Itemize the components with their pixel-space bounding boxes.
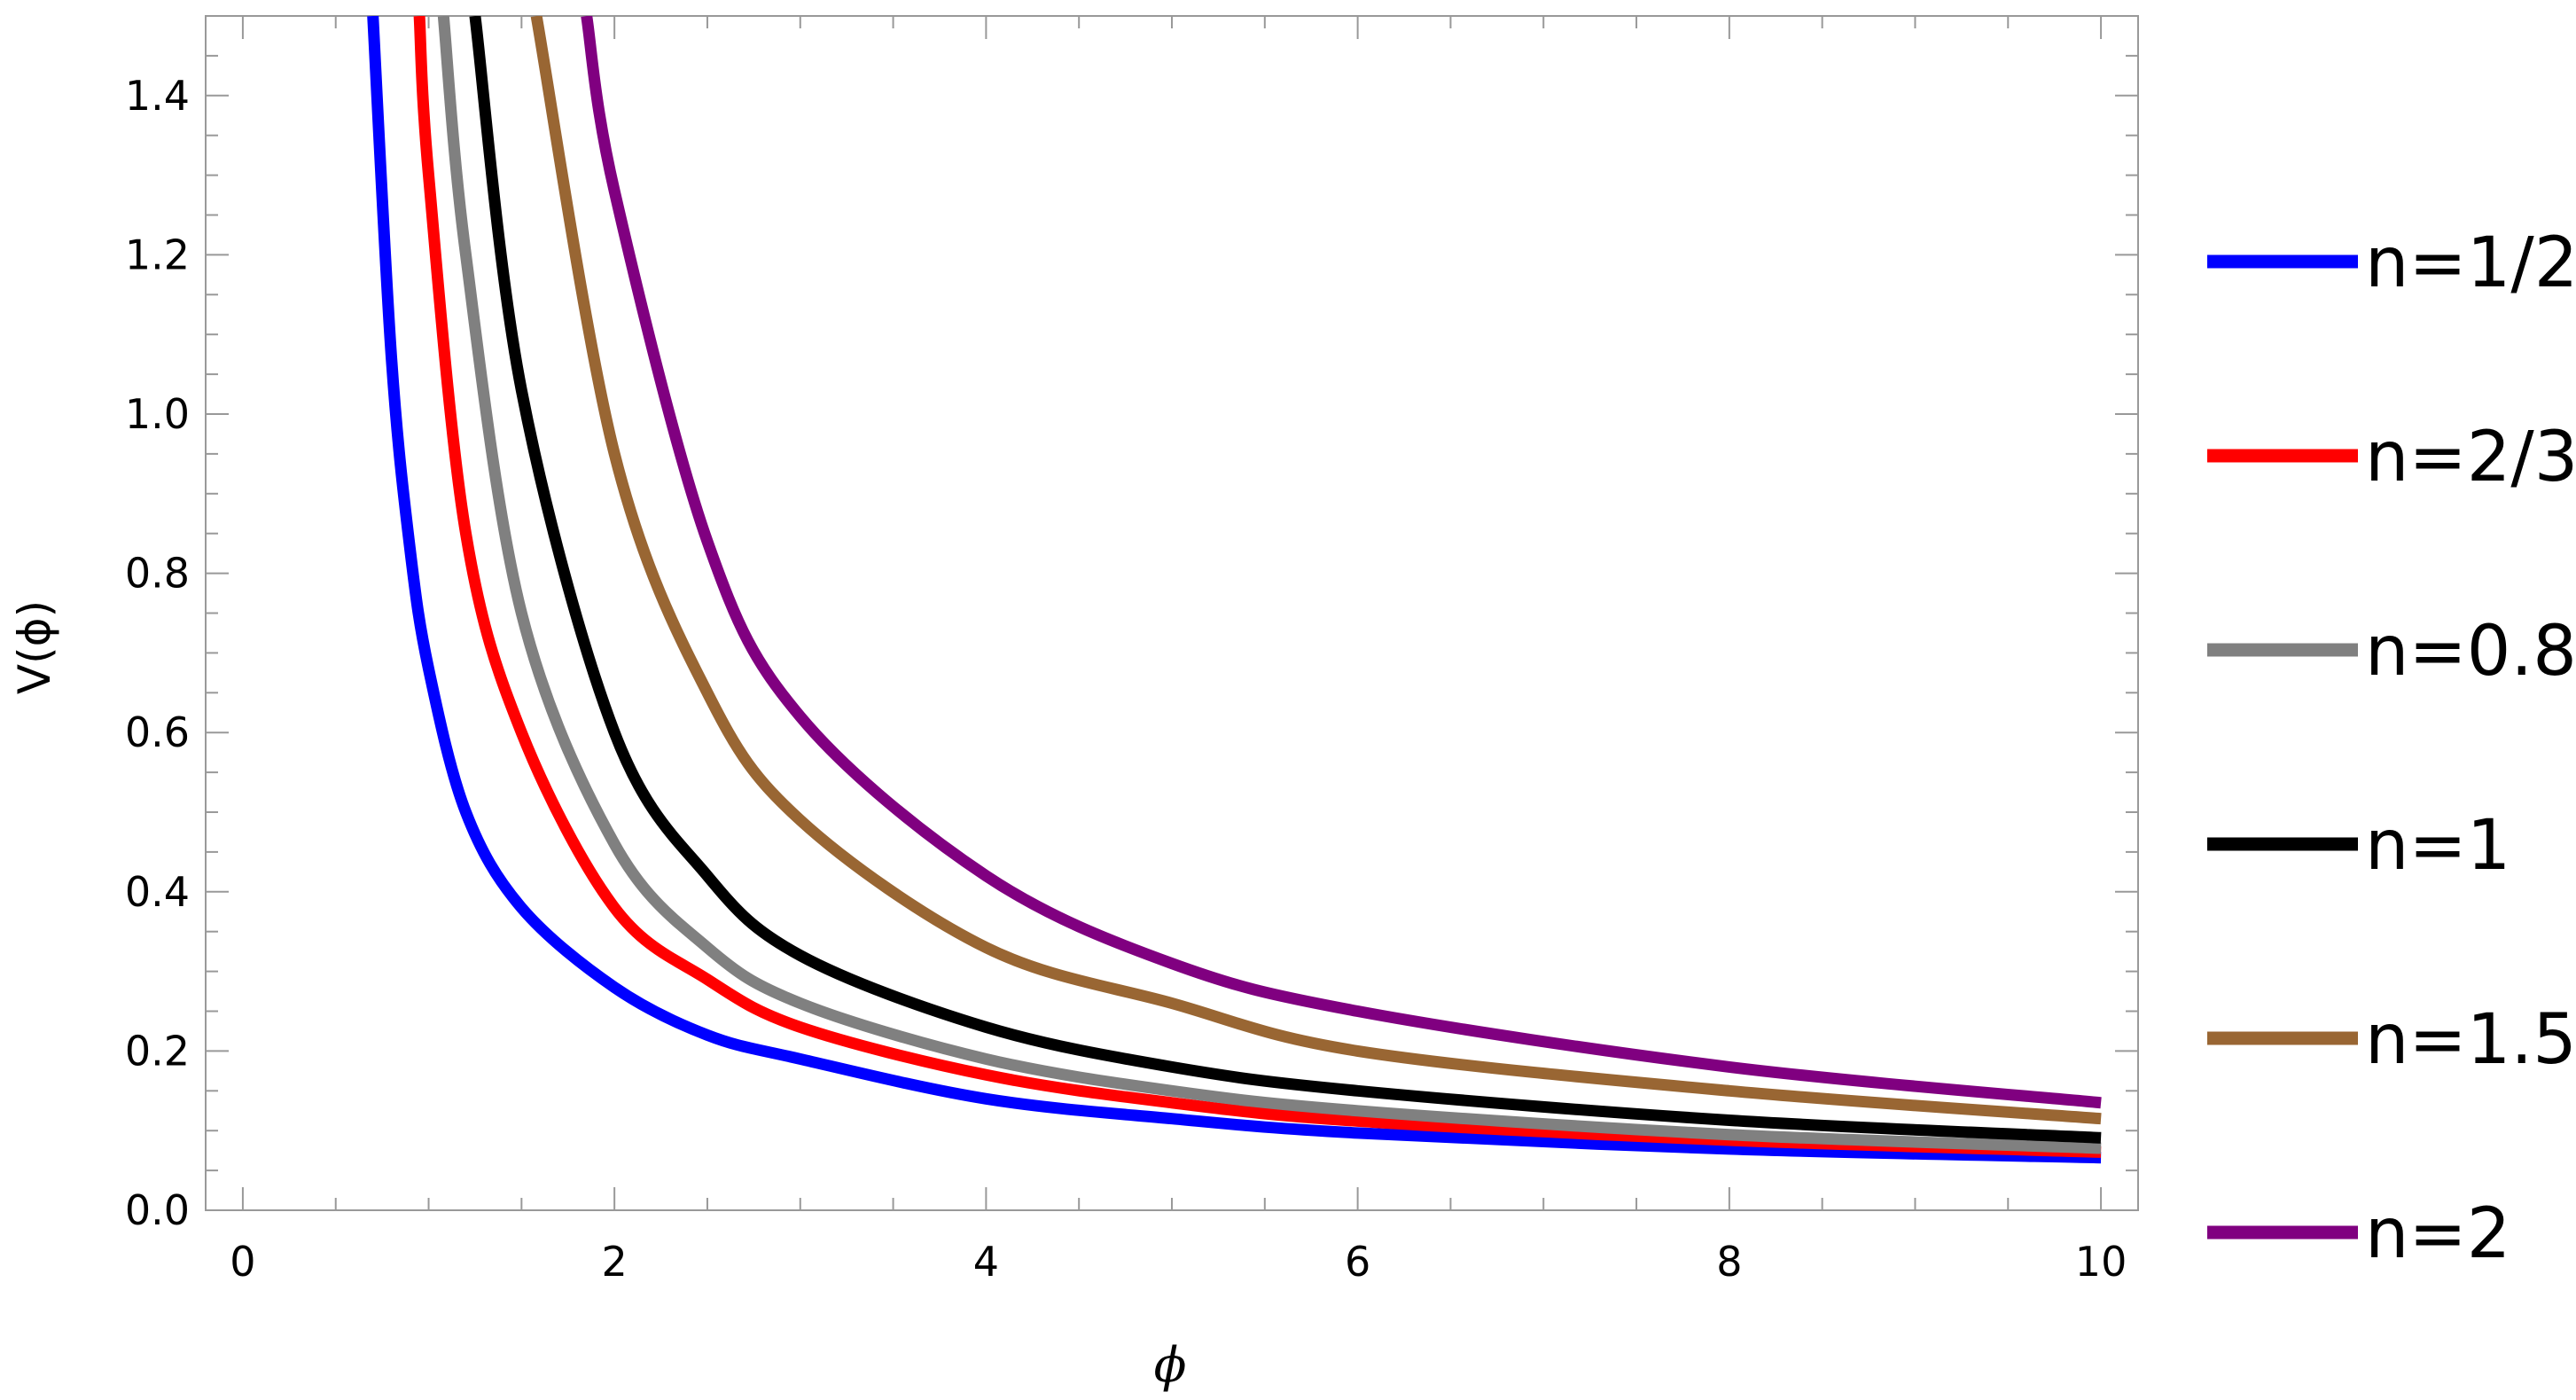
y-tick-label: 1.2	[125, 231, 190, 278]
y-tick-label: 0.0	[125, 1186, 190, 1234]
series-line-2	[413, 16, 2102, 1158]
series-line-4	[469, 16, 2102, 1144]
x-tick-label: 6	[1345, 1238, 1370, 1286]
legend-label: n=1	[2365, 806, 2510, 886]
y-tick-label: 0.6	[125, 708, 190, 756]
legend-label: n=2/3	[2365, 418, 2576, 497]
y-tick-label: 0.8	[125, 550, 190, 598]
x-tick-label: 0	[230, 1238, 255, 1286]
legend-label: n=1/2	[2365, 223, 2576, 303]
x-tick-label: 4	[973, 1238, 999, 1286]
x-tick-label: 8	[1716, 1238, 1742, 1286]
y-axis-title: V(ϕ)	[9, 600, 60, 694]
x-tick-label: 2	[602, 1238, 628, 1286]
series-line-3	[437, 16, 2102, 1154]
y-tick-label: 1.0	[125, 390, 190, 438]
tick-labels: 0 2 4 6 8 10 0.0 0.2 0.4 0.6 0.8 1.0 1.2 1.4	[125, 72, 2127, 1286]
legend: n=1/2 n=2/3 n=0.8 n=1 n=1.5 n=2	[2207, 223, 2576, 1274]
y-tick-label: 1.4	[125, 72, 190, 120]
y-tick-label: 0.4	[125, 868, 190, 916]
x-tick-label: 10	[2075, 1238, 2127, 1286]
series-line-6	[581, 16, 2102, 1109]
legend-label: n=1.5	[2365, 1000, 2576, 1080]
series-lines	[367, 16, 2102, 1164]
y-tick-label: 0.2	[125, 1027, 190, 1075]
axis-ticks	[206, 15, 2138, 1211]
series-line-5	[530, 16, 2102, 1125]
legend-label: n=2	[2365, 1194, 2510, 1274]
series-line-1	[367, 16, 2102, 1164]
legend-label: n=0.8	[2365, 612, 2576, 692]
x-axis-title: ϕ	[1154, 1337, 1187, 1393]
